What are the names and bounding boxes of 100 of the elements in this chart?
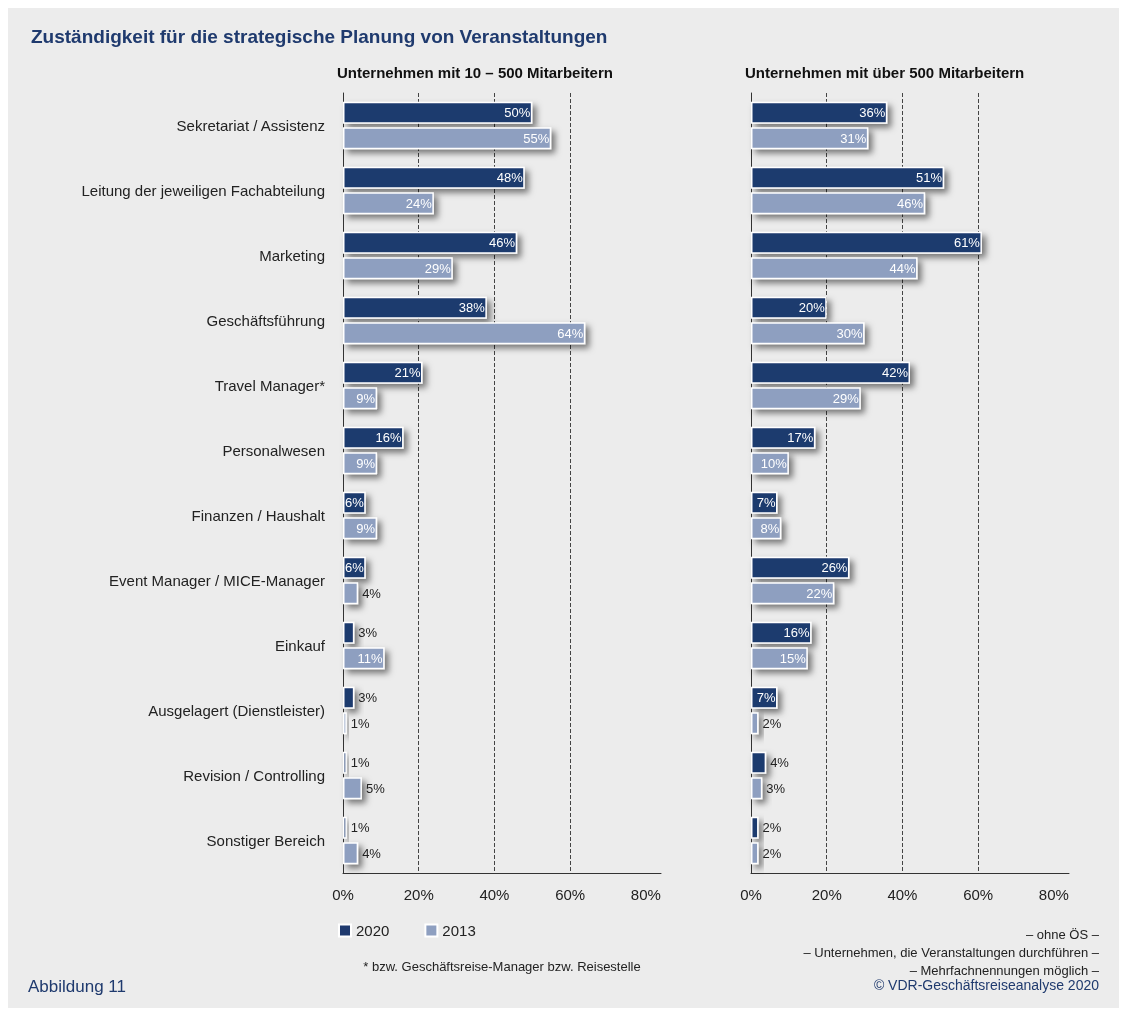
data-label: 55%	[523, 130, 550, 146]
data-label: 16%	[375, 430, 402, 446]
data-label: 42%	[881, 365, 909, 381]
bar	[343, 322, 586, 345]
data-label: 3%	[358, 690, 378, 706]
data-label: 29%	[832, 390, 860, 406]
data-label: 50%	[504, 105, 531, 121]
x-tick-label: 80%	[1038, 886, 1069, 903]
data-label: 46%	[897, 195, 924, 211]
data-label: 9%	[356, 520, 376, 536]
data-label: 2%	[762, 845, 782, 861]
bar	[343, 686, 355, 709]
text: © VDR-Geschäftsreiseanalyse 2020	[873, 977, 1100, 993]
bar	[751, 621, 812, 644]
bar	[751, 426, 816, 449]
data-label: 3%	[358, 625, 378, 641]
y-tick-label: Leitung der jeweiligen Fachabteilung	[81, 182, 325, 199]
bar	[751, 257, 918, 280]
data-label: 29%	[424, 260, 452, 276]
data-label: 30%	[836, 325, 863, 341]
y-tick-label: Finanzen / Haushalt	[191, 507, 326, 524]
data-label: 2%	[762, 715, 782, 731]
bar	[751, 166, 945, 189]
bar	[343, 296, 487, 319]
bar	[751, 322, 865, 345]
text: * bzw. Geschäftsreise-Manager bzw. Reisestelle	[363, 959, 641, 974]
data-label: 38%	[458, 300, 486, 316]
bar	[751, 842, 759, 865]
bar	[343, 816, 347, 839]
y-tick-label: Travel Manager*	[214, 377, 326, 394]
data-label: 48%	[496, 170, 524, 186]
bar	[751, 231, 982, 254]
bar	[343, 166, 525, 189]
y-tick-label: Einkauf	[274, 637, 326, 654]
x-tick-label: 40%	[479, 886, 510, 903]
bar	[751, 582, 835, 605]
y-tick-label: Geschäftsführung	[206, 312, 325, 329]
bar	[751, 777, 763, 800]
data-label: 4%	[770, 755, 790, 771]
data-label: 3%	[766, 780, 786, 796]
data-label: 21%	[394, 365, 421, 381]
data-label: 9%	[356, 390, 376, 406]
x-tick-label: 80%	[630, 886, 661, 903]
legend-label: 2020	[356, 922, 390, 939]
text: – Unternehmen, die Veranstaltungen durchführen –	[803, 945, 1100, 960]
bar	[343, 751, 347, 774]
bar	[751, 127, 869, 150]
data-label: 1%	[350, 755, 371, 771]
bar	[751, 296, 827, 319]
bar	[343, 257, 453, 280]
x-tick-label: 20%	[811, 886, 842, 903]
data-label: 10%	[760, 455, 788, 471]
data-label: 11%	[357, 650, 384, 666]
data-label: 31%	[840, 130, 867, 146]
y-tick-label: Personalwesen	[222, 442, 325, 459]
bar	[751, 192, 926, 215]
y-tick-label: Sekretariat / Assistenz	[176, 117, 325, 134]
data-label: 16%	[783, 625, 810, 641]
data-label: 4%	[362, 585, 382, 601]
data-label: 46%	[489, 235, 516, 251]
bar	[751, 387, 861, 410]
data-label: 26%	[821, 560, 848, 576]
chart-title: Zuständigkeit für die strategische Planung von Veranstaltungen	[31, 26, 608, 47]
bar	[343, 192, 434, 215]
data-label: 64%	[557, 325, 584, 341]
data-label: 1%	[350, 820, 371, 836]
bar	[751, 751, 767, 774]
y-tick-label: Revision / Controlling	[183, 767, 325, 784]
x-tick-label: 0%	[740, 886, 762, 903]
data-label: 5%	[365, 780, 386, 796]
chart-subtitle: Unternehmen mit über 500 Mitarbeitern	[745, 64, 1025, 81]
bar	[751, 556, 850, 579]
y-tick-label: Ausgelagert (Dienstleister)	[148, 702, 325, 719]
data-label: 7%	[756, 690, 776, 706]
bar	[343, 777, 362, 800]
y-tick-label: Event Manager / MICE-Manager	[109, 572, 325, 589]
x-tick-label: 60%	[555, 886, 586, 903]
bar	[751, 101, 888, 124]
chart-subtitle: Unternehmen mit 10 – 500 Mitarbeitern	[337, 64, 613, 81]
data-label: 36%	[859, 105, 886, 121]
data-label: 51%	[916, 170, 943, 186]
data-label: 22%	[806, 585, 833, 601]
data-label: 7%	[756, 495, 776, 511]
bar	[751, 361, 910, 384]
x-tick-label: 20%	[403, 886, 434, 903]
bar	[343, 621, 355, 644]
y-tick-label: Marketing	[259, 247, 325, 264]
text: – ohne ÖS –	[1026, 927, 1100, 942]
x-tick-label: 0%	[332, 886, 354, 903]
data-label: 24%	[405, 195, 433, 211]
bar	[343, 361, 423, 384]
data-label: 61%	[953, 235, 981, 251]
y-tick-label: Sonstiger Bereich	[206, 832, 325, 849]
data-label: 6%	[344, 560, 365, 576]
data-label: 17%	[787, 430, 814, 446]
bar	[343, 842, 359, 865]
bar	[343, 426, 404, 449]
data-label: 8%	[760, 520, 780, 536]
data-label: 4%	[362, 845, 382, 861]
bar	[343, 582, 359, 605]
